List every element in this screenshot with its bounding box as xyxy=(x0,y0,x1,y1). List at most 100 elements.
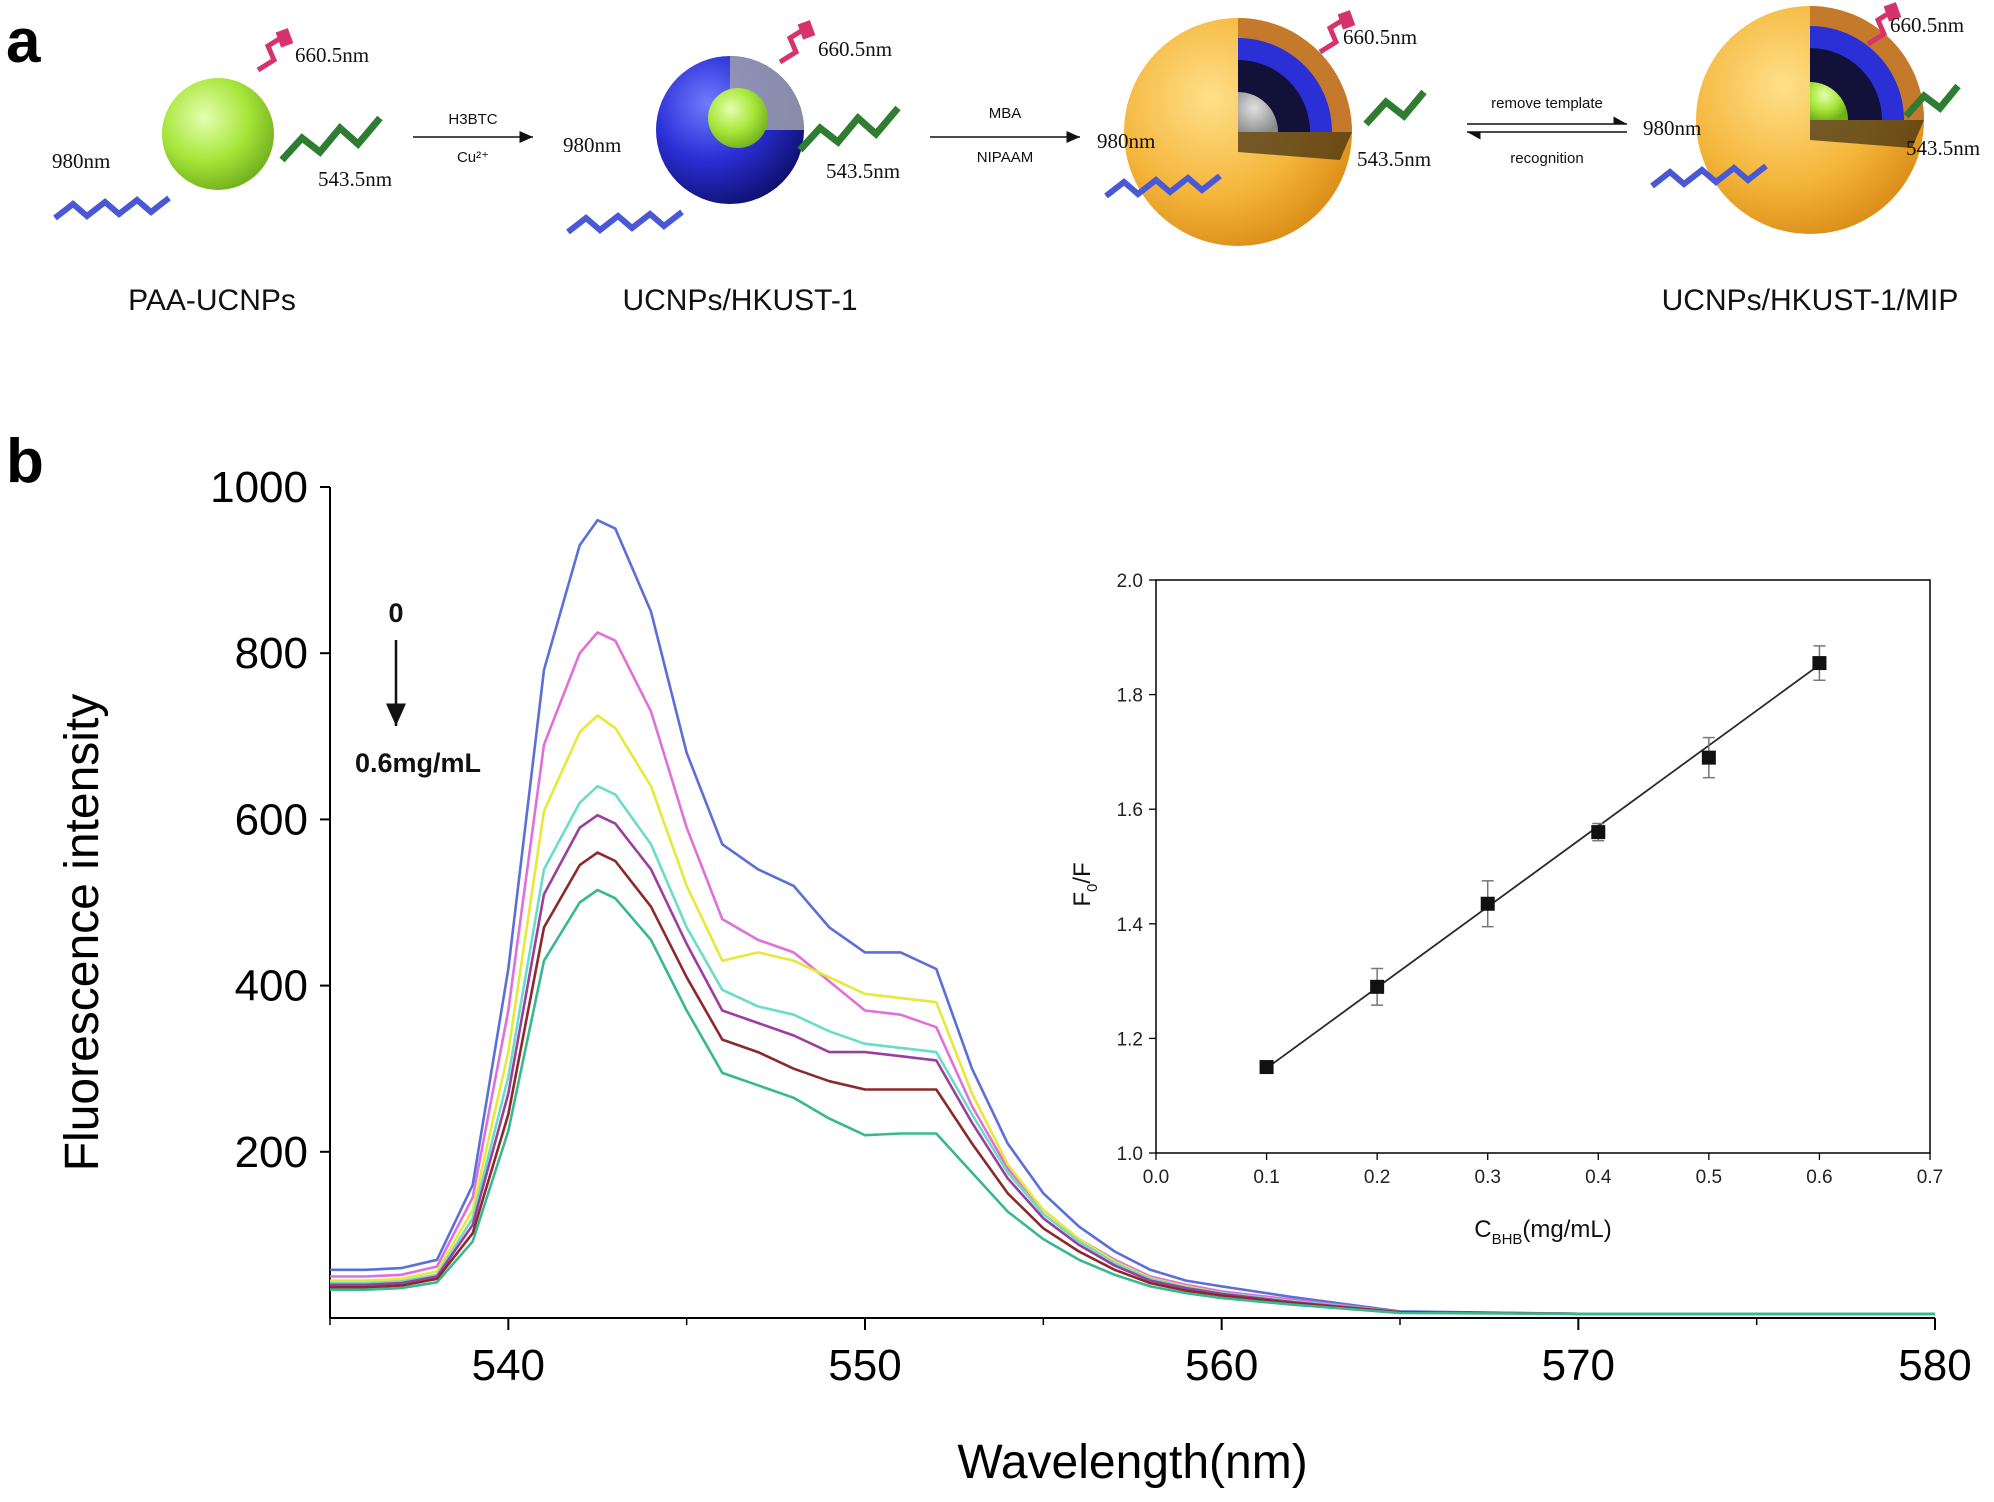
main-chart-ticks: 540 550 560 570 580 200 400 600 800 1000 xyxy=(210,463,1972,1390)
data-point xyxy=(1370,979,1385,994)
excitation-wave-icon xyxy=(1104,173,1222,199)
inset-x-tick-label: 0.7 xyxy=(1917,1167,1943,1188)
inset-y-tick-label: 1.2 xyxy=(1117,1029,1143,1050)
data-point xyxy=(1812,656,1827,671)
red-emission-icon xyxy=(778,25,808,65)
caption-paa-ucnps: PAA-UCNPs xyxy=(128,284,296,317)
panel-b-letter: b xyxy=(6,427,44,496)
inset-y-axis-title: F0/F xyxy=(1069,862,1101,906)
data-point xyxy=(1259,1060,1274,1075)
inset-x-axis-title: CBHB(mg/mL) xyxy=(1474,1216,1612,1248)
inset-points xyxy=(1259,645,1827,1075)
y-tick-label: 200 xyxy=(235,1128,308,1177)
inset-chart-axes xyxy=(1155,579,1931,1154)
x-tick-label: 570 xyxy=(1542,1341,1615,1390)
nanoparticle-core-icon xyxy=(1810,82,1848,120)
label-543nm: 543.5nm xyxy=(826,159,900,183)
panel-a-letter: a xyxy=(6,7,41,76)
cutaway-floor-icon xyxy=(1810,120,1924,148)
main-chart: 540 550 560 570 580 200 400 600 800 1000 Waveleng… xyxy=(56,463,1972,1489)
structure-ucnps-hkust1-mip: 980nm 660.5nm 543.5nm UCNPs/HKUST-1/MIP xyxy=(1643,2,1980,317)
inset-fit-line xyxy=(1266,664,1820,1069)
step-3-top: remove template xyxy=(1491,95,1603,112)
inset-chart-ticks: 0.0 0.1 0.2 0.3 0.4 0.5 0.6 0.7 1.0 1.2 1.4 1.6 1.8 2… xyxy=(1117,571,1944,1188)
inset-y-tick-label: 1.4 xyxy=(1117,915,1144,936)
main-chart-series xyxy=(330,518,1935,1316)
spectrum-line-2 xyxy=(330,631,1935,1316)
spectrum-line-5 xyxy=(330,813,1935,1316)
green-emission-icon xyxy=(279,115,383,163)
label-543nm: 543.5nm xyxy=(1906,136,1980,160)
fit-line xyxy=(1266,664,1820,1069)
label-980nm: 980nm xyxy=(52,149,110,173)
inset-chart: 0.0 0.1 0.2 0.3 0.4 0.5 0.6 0.7 1.0 1.2 1.4 1.6 1.8 2… xyxy=(1069,571,1943,1248)
label-543nm: 543.5nm xyxy=(1357,147,1431,171)
x-axis-title: Wavelength(nm) xyxy=(957,1436,1307,1489)
red-emission-icon xyxy=(256,33,286,73)
y-tick-label: 400 xyxy=(235,962,308,1011)
step-2-top: MBA xyxy=(989,105,1022,122)
panel-b: b 540 550 560 570 580 200 400 600 800 1000 Wavele… xyxy=(6,427,1972,1489)
label-660nm: 660.5nm xyxy=(818,37,892,61)
inset-frame xyxy=(1155,579,1931,1154)
green-emission-icon xyxy=(797,105,901,153)
label-980nm: 980nm xyxy=(1097,129,1155,153)
inset-y-tick-label: 2.0 xyxy=(1117,571,1143,592)
cutaway-floor-icon xyxy=(1238,132,1352,160)
inset-x-tick-label: 0.3 xyxy=(1475,1167,1501,1188)
nanoparticle-core-icon xyxy=(162,78,274,190)
main-chart-axes xyxy=(329,487,1935,1319)
inset-x-tick-label: 0.4 xyxy=(1585,1167,1612,1188)
data-point xyxy=(1701,750,1716,765)
spectrum-line-1 xyxy=(330,518,1935,1316)
label-980nm: 980nm xyxy=(563,133,621,157)
label-543nm: 543.5nm xyxy=(318,167,392,191)
y-tick-label: 600 xyxy=(235,795,308,844)
structure-paa-ucnps: 980nm 660.5nm 543.5nm PAA-UCNPs xyxy=(52,28,392,317)
x-tick-label: 540 xyxy=(472,1341,545,1390)
y-tick-label: 800 xyxy=(235,629,308,678)
red-emission-tip-icon xyxy=(797,20,816,40)
annotation-end: 0.6mg/mL xyxy=(355,748,481,778)
red-emission-icon xyxy=(1866,7,1896,47)
inset-y-tick-label: 1.8 xyxy=(1117,686,1143,707)
red-emission-tip-icon xyxy=(275,28,294,48)
x-tick-label: 550 xyxy=(828,1341,901,1390)
spectrum-line-7 xyxy=(330,888,1935,1316)
y-axis-title: Fluorescence intensity xyxy=(56,694,109,1172)
structure-ucnps-hkust1: 980nm 660.5nm 543.5nm UCNPs/HKUST-1 xyxy=(563,20,901,317)
panel-a: a 980nm 660.5nm 543.5nm PAA-UCNPs H3BTC … xyxy=(6,2,1980,317)
excitation-wave-icon xyxy=(1650,163,1768,189)
inset-x-tick-label: 0.6 xyxy=(1806,1167,1832,1188)
green-emission-icon xyxy=(1363,89,1427,127)
data-point xyxy=(1480,896,1495,911)
nanoparticle-core-icon xyxy=(708,88,768,148)
excitation-wave-icon xyxy=(53,195,171,221)
caption-ucnps-hkust1-mip: UCNPs/HKUST-1/MIP xyxy=(1662,284,1959,317)
x-tick-label: 580 xyxy=(1898,1341,1971,1390)
x-tick-label: 560 xyxy=(1185,1341,1258,1390)
step-arrow-3: remove template recognition xyxy=(1467,95,1627,167)
red-emission-tip-icon xyxy=(1883,2,1902,22)
inset-x-tick-label: 0.0 xyxy=(1143,1167,1169,1188)
step-1-bottom: Cu²⁺ xyxy=(457,149,489,166)
data-point xyxy=(1591,825,1606,840)
step-1-top: H3BTC xyxy=(448,111,497,128)
red-emission-tip-icon xyxy=(1337,10,1356,30)
inset-y-tick-label: 1.6 xyxy=(1117,800,1143,821)
label-660nm: 660.5nm xyxy=(1343,25,1417,49)
inset-x-tick-label: 0.1 xyxy=(1253,1167,1279,1188)
structure-with-template: 980nm 660.5nm 543.5nm xyxy=(1097,10,1431,246)
inset-x-tick-label: 0.5 xyxy=(1696,1167,1722,1188)
step-arrow-2: MBA NIPAAM xyxy=(930,105,1080,166)
red-emission-icon xyxy=(1318,15,1348,55)
y-tick-label: 1000 xyxy=(210,463,308,512)
annotation-start: 0 xyxy=(388,598,403,628)
template-core-icon xyxy=(1238,92,1278,132)
label-980nm: 980nm xyxy=(1643,116,1701,140)
concentration-annotation: 0 0.6mg/mL xyxy=(355,598,481,778)
excitation-wave-icon xyxy=(566,209,684,235)
step-3-bottom: recognition xyxy=(1510,150,1583,167)
label-660nm: 660.5nm xyxy=(1890,13,1964,37)
